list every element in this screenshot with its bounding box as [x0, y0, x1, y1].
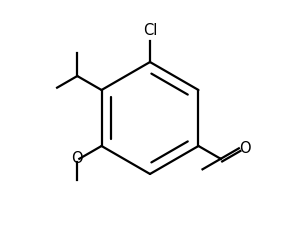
Text: O: O	[71, 151, 83, 166]
Text: Cl: Cl	[143, 23, 157, 38]
Text: O: O	[239, 141, 250, 156]
